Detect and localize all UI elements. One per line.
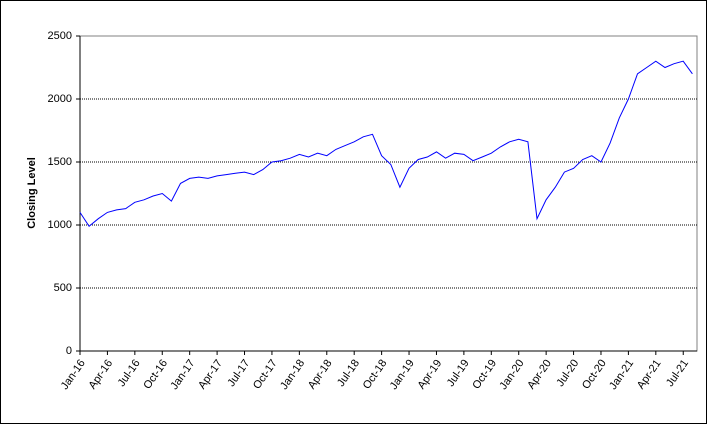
y-tick-label: 1500 — [48, 156, 72, 168]
series-line — [79, 60, 693, 228]
y-tick-label: 500 — [54, 282, 72, 294]
y-tick-label: 2500 — [48, 30, 72, 42]
plot-area — [79, 35, 698, 352]
y-tick-label: 1000 — [48, 219, 72, 231]
y-tick-label: 0 — [66, 345, 72, 357]
y-axis-label: Closing Level — [26, 157, 38, 229]
y-tick-label: 2000 — [48, 93, 72, 105]
